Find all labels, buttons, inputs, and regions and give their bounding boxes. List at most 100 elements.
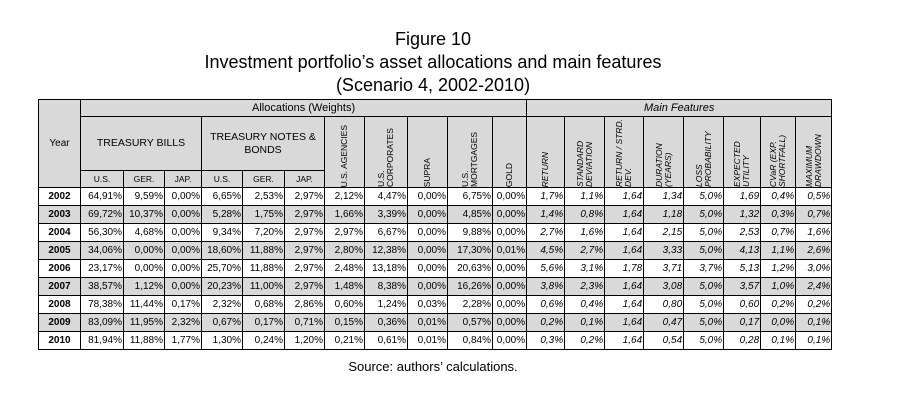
cell-mdd: 0,2% [795, 295, 833, 314]
cell-mortgages: 9,88% [447, 223, 493, 242]
source-note: Source: authors’ calculations. [348, 359, 518, 374]
cell-tn-us: 0,67% [201, 313, 243, 332]
table-row: 2006 23,17% 0,00% 0,00% 25,70% 11,88% 2,97% 2,4… [38, 259, 833, 278]
cell-util: 0,17 [723, 313, 762, 332]
cell-tn-ger: 2,53% [242, 187, 285, 206]
tb-ger-header: GER. [123, 170, 165, 188]
cell-gold: 0,00% [491, 313, 528, 332]
year-cell: 2005 [38, 241, 81, 260]
cell-retstd: 1,78 [604, 259, 645, 278]
cell-tn-jap: 2,97% [284, 205, 325, 224]
main-features-header: Main Features [526, 99, 833, 117]
cell-retstd: 1,64 [604, 187, 645, 206]
cell-agencies: 2,80% [324, 241, 365, 260]
tn-ger-header: GER. [242, 170, 285, 188]
cell-retstd: 1,64 [604, 205, 645, 224]
us-agencies-header: U.S. AGENCIES [324, 116, 365, 188]
cell-corporates: 0,61% [364, 331, 408, 350]
cell-dur: 1,34 [643, 187, 685, 206]
cell-tb-jap: 0,00% [164, 223, 202, 242]
cell-agencies: 1,48% [324, 277, 365, 296]
table-row: 2004 56,30% 4,68% 0,00% 9,34% 7,20% 2,97% 2,97%… [38, 223, 833, 242]
tn-us-header: U.S. [201, 170, 243, 188]
table-row: 2002 64,91% 9,59% 0,00% 6,65% 2,53% 2,97% 2,12%… [38, 187, 833, 206]
loss-probability-header: LOSS PROBABILITY [683, 116, 725, 188]
cell-tb-us: 83,09% [80, 313, 124, 332]
cell-dur: 0,54 [643, 331, 685, 350]
cell-gold: 0,00% [491, 295, 528, 314]
cell-tn-us: 9,34% [201, 223, 243, 242]
cell-gold: 0,00% [491, 331, 528, 350]
cell-ret: 4,5% [526, 241, 566, 260]
cell-std: 2,3% [564, 277, 606, 296]
cell-tn-jap: 0,71% [284, 313, 325, 332]
cell-util: 0,60 [723, 295, 762, 314]
cell-dur: 0,80 [643, 295, 685, 314]
cell-ret: 1,4% [526, 205, 566, 224]
year-cell: 2002 [38, 187, 81, 206]
cell-dur: 1,18 [643, 205, 685, 224]
cell-mortgages: 0,57% [447, 313, 493, 332]
tn-jap-header: JAP. [284, 170, 325, 188]
cell-tb-us: 23,17% [80, 259, 124, 278]
cell-tb-ger: 11,44% [123, 295, 165, 314]
cell-supra: 0,00% [407, 259, 448, 278]
cell-supra: 0,00% [407, 223, 448, 242]
cell-retstd: 1,64 [604, 313, 645, 332]
cell-loss: 5,0% [683, 223, 725, 242]
cell-gold: 0,01% [491, 241, 528, 260]
cell-retstd: 1,64 [604, 295, 645, 314]
cell-agencies: 2,97% [324, 223, 365, 242]
cell-cvar: 1,1% [760, 241, 797, 260]
cell-tb-us: 81,94% [80, 331, 124, 350]
cell-tn-us: 2,32% [201, 295, 243, 314]
cell-gold: 0,00% [491, 205, 528, 224]
cell-tb-jap: 0,17% [164, 295, 202, 314]
cell-dur: 0,47 [643, 313, 685, 332]
cell-dur: 3,33 [643, 241, 685, 260]
return-header: RETURN [526, 116, 566, 188]
cell-ret: 0,2% [526, 313, 566, 332]
cell-mdd: 0,1% [795, 313, 833, 332]
cell-agencies: 2,48% [324, 259, 365, 278]
cell-std: 0,4% [564, 295, 606, 314]
cell-loss: 5,0% [683, 187, 725, 206]
cell-loss: 5,0% [683, 331, 725, 350]
table-row: 2010 81,94% 11,88% 1,77% 1,30% 0,24% 1,20% 0,21… [38, 331, 833, 350]
cell-mdd: 3,0% [795, 259, 833, 278]
tb-jap-header: JAP. [164, 170, 202, 188]
cell-tb-jap: 2,32% [164, 313, 202, 332]
cell-mdd: 2,6% [795, 241, 833, 260]
cell-corporates: 6,67% [364, 223, 408, 242]
cell-tb-jap: 1,77% [164, 331, 202, 350]
cell-loss: 5,0% [683, 205, 725, 224]
cell-corporates: 0,36% [364, 313, 408, 332]
cell-util: 3,57 [723, 277, 762, 296]
cell-agencies: 0,15% [324, 313, 365, 332]
cell-tn-us: 18,60% [201, 241, 243, 260]
cell-retstd: 1,64 [604, 331, 645, 350]
cell-supra: 0,00% [407, 205, 448, 224]
cell-tn-us: 6,65% [201, 187, 243, 206]
cell-tn-ger: 11,88% [242, 259, 285, 278]
cell-supra: 0,00% [407, 187, 448, 206]
cell-ret: 5,6% [526, 259, 566, 278]
us-corporates-header: U.S. CORPORATES [364, 116, 408, 188]
treasury-bills-header: TREASURY BILLS [80, 116, 202, 171]
allocations-header: Allocations (Weights) [79, 99, 528, 117]
cell-tn-ger: 11,88% [242, 241, 285, 260]
cell-tn-ger: 0,17% [242, 313, 285, 332]
cell-gold: 0,00% [491, 277, 528, 296]
cell-tn-jap: 1,20% [284, 331, 325, 350]
cell-tb-jap: 0,00% [164, 277, 202, 296]
cell-util: 4,13 [723, 241, 762, 260]
year-cell: 2007 [38, 277, 81, 296]
cell-dur: 3,08 [643, 277, 685, 296]
cell-cvar: 0,0% [760, 313, 797, 332]
cell-std: 0,1% [564, 313, 606, 332]
cell-cvar: 1,0% [760, 277, 797, 296]
cell-tb-ger: 1,12% [123, 277, 165, 296]
year-cell: 2009 [38, 313, 81, 332]
table-body: 2002 64,91% 9,59% 0,00% 6,65% 2,53% 2,97% 2,12%… [38, 187, 833, 350]
cell-cvar: 0,7% [760, 223, 797, 242]
